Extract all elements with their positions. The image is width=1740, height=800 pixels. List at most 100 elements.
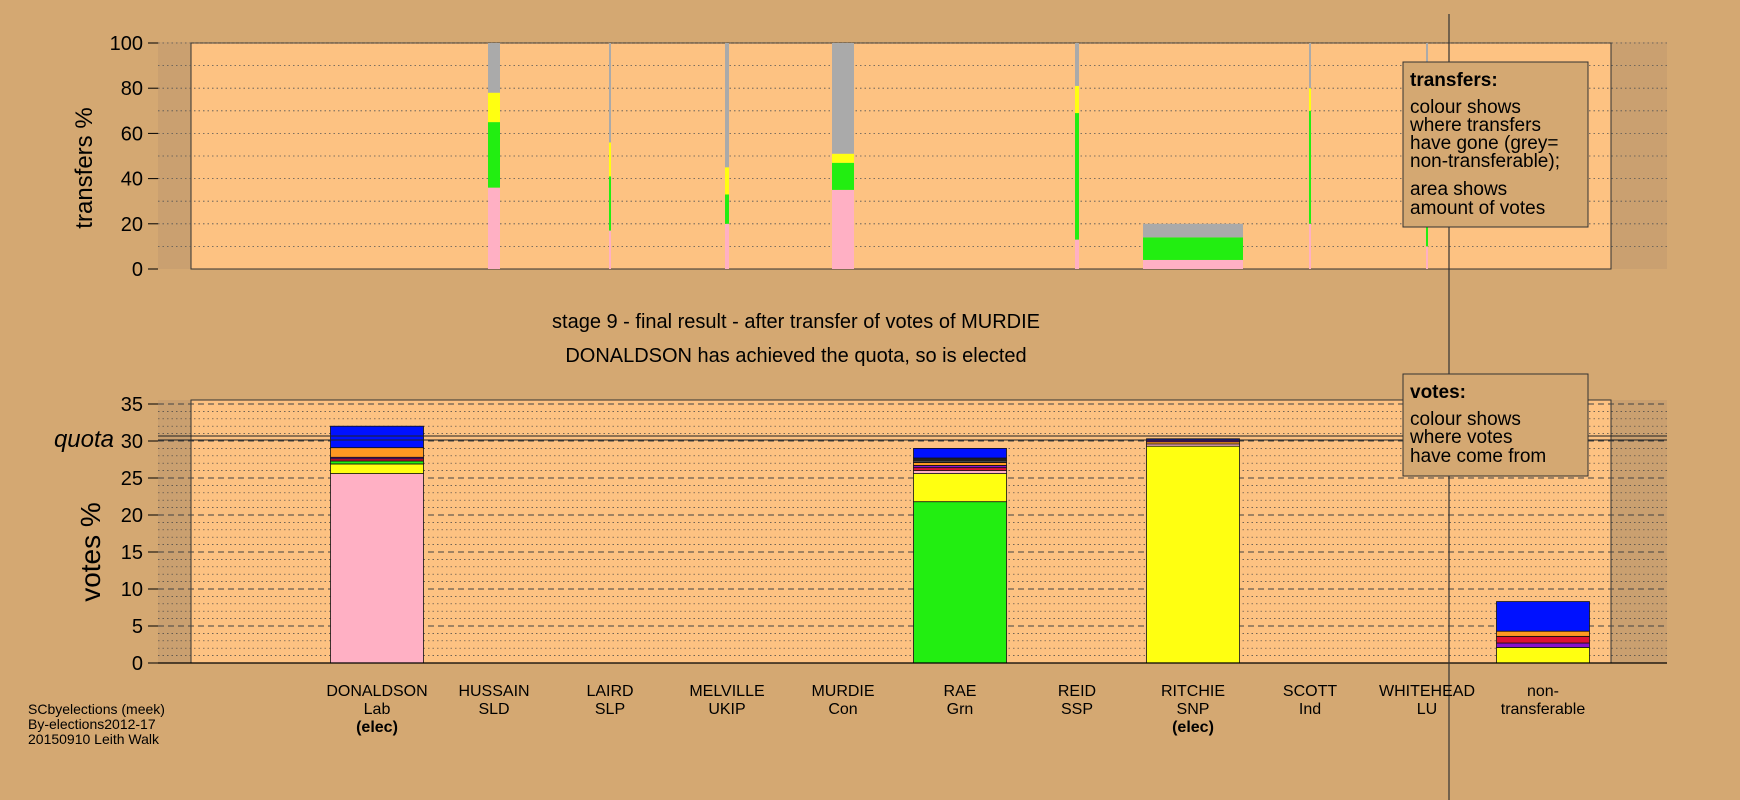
transfer-segment — [488, 122, 500, 188]
candidate-party: Grn — [947, 701, 974, 718]
candidate-name: RITCHIE — [1161, 683, 1225, 700]
vote-segment — [330, 447, 424, 458]
transfer-segment — [488, 92, 500, 123]
transfer-segment — [609, 230, 611, 269]
transfer-segment — [725, 167, 729, 195]
transfer-segment — [1143, 223, 1243, 238]
votes-legend: votes: colour shows where votes have com… — [1402, 373, 1589, 477]
bottom-y-tick-label: 35 — [121, 394, 143, 416]
vote-segment — [913, 470, 1007, 474]
top-y-tick-label: 60 — [121, 123, 143, 145]
vote-segment — [913, 467, 1007, 472]
vote-segment — [330, 425, 424, 449]
transfer-segment — [1143, 237, 1243, 260]
transfer-segment — [609, 142, 611, 177]
candidate-name: SCOTT — [1283, 683, 1337, 700]
transfer-segment — [1309, 43, 1311, 89]
vote-segment — [1146, 445, 1240, 664]
transfers-legend-title: transfers: — [1410, 70, 1498, 91]
bottom-plot-area — [190, 399, 1612, 664]
candidate-name: RAE — [944, 683, 977, 700]
transfers-legend: transfers: colour shows where transfers … — [1402, 61, 1589, 228]
nontransferable-label: non- — [1527, 683, 1559, 700]
transfers-legend-line: where transfers — [1409, 115, 1541, 136]
transfer-segment — [1309, 223, 1311, 269]
transfers-legend-line: area shows — [1410, 179, 1507, 200]
candidate-name: MELVILLE — [689, 683, 764, 700]
vote-segment — [330, 460, 424, 465]
transfer-segment — [832, 153, 854, 163]
transfer-segment — [832, 162, 854, 190]
transfer-segment — [1143, 259, 1243, 269]
vote-segment — [913, 462, 1007, 466]
bottom-y-tick-label: 10 — [121, 579, 143, 601]
footer-line: 20150910 Leith Walk — [28, 731, 160, 747]
top-transfer-bars — [488, 43, 1428, 269]
candidate-party: LU — [1417, 701, 1437, 718]
top-y-tick-label: 80 — [121, 78, 143, 100]
votes-legend-line: colour shows — [1410, 409, 1521, 430]
top-shade-right — [1611, 42, 1667, 269]
votes-legend-title: votes: — [1410, 382, 1466, 403]
transfer-segment — [609, 176, 611, 231]
transfers-legend-line: non-transferable); — [1410, 151, 1560, 172]
candidate-name: DONALDSON — [326, 683, 427, 700]
candidate-party: Con — [828, 701, 857, 718]
candidate-party: SLD — [478, 701, 509, 718]
candidate-party: Lab — [364, 701, 391, 718]
candidate-name: MURDIE — [811, 683, 874, 700]
candidate-party: Ind — [1299, 701, 1321, 718]
bottom-y-axis-ticks: 0 5 10 15 20 25 30 35 — [121, 394, 158, 675]
top-y-axis-label: transfers % — [71, 107, 98, 228]
candidate-status: (elec) — [356, 719, 398, 736]
votes-legend-line: where votes — [1409, 427, 1512, 448]
quota-label: quota — [54, 426, 114, 453]
election-status: DONALDSON has achieved the quota, so is … — [565, 345, 1026, 367]
transfer-segment — [725, 223, 729, 269]
stage-title: stage 9 - final result - after transfer … — [552, 311, 1040, 333]
top-shade-left — [158, 42, 191, 269]
transfer-segment — [1426, 246, 1428, 269]
bottom-y-tick-label: 0 — [132, 653, 143, 675]
transfer-segment — [609, 43, 611, 143]
vote-segment — [1496, 647, 1590, 664]
candidate-name: LAIRD — [586, 683, 633, 700]
bottom-shade-left — [158, 400, 191, 663]
transfer-segment — [1309, 110, 1311, 224]
vote-segment — [1496, 630, 1590, 637]
top-y-tick-label: 100 — [110, 33, 143, 55]
top-y-tick-label: 20 — [121, 214, 143, 236]
vote-segment — [1496, 601, 1590, 632]
vote-segment — [1496, 642, 1590, 648]
candidate-name: WHITEHEAD — [1379, 683, 1475, 700]
candidate-name: HUSSAIN — [458, 683, 529, 700]
transfer-segment — [1075, 113, 1079, 240]
transfers-legend-line: amount of votes — [1410, 198, 1545, 219]
bottom-shade-right — [1611, 400, 1667, 663]
bottom-y-tick-label: 25 — [121, 468, 143, 490]
bottom-y-tick-label: 20 — [121, 505, 143, 527]
candidate-party: SLP — [595, 701, 625, 718]
vote-segment — [913, 473, 1007, 503]
nontransferable-label: transferable — [1501, 701, 1586, 718]
top-y-tick-label: 40 — [121, 169, 143, 191]
transfer-segment — [1309, 88, 1311, 111]
bottom-vote-bars — [330, 425, 1590, 664]
bottom-y-tick-label: 5 — [132, 616, 143, 638]
transfers-legend-line: colour shows — [1410, 97, 1521, 118]
vote-segment — [330, 463, 424, 474]
footer-credits: SCbyelections (meek) By-elections2012-17… — [28, 701, 165, 747]
footer-line: SCbyelections (meek) — [28, 701, 165, 717]
candidate-party: UKIP — [708, 701, 745, 718]
transfer-segment — [488, 43, 500, 93]
votes-legend-line: have come from — [1410, 446, 1546, 467]
candidate-party: SNP — [1177, 701, 1210, 718]
candidate-labels: DONALDSONLab(elec)HUSSAINSLDLAIRDSLPMELV… — [326, 683, 1585, 736]
transfers-legend-line: have gone (grey= — [1410, 133, 1558, 154]
transfer-segment — [725, 43, 729, 168]
top-y-axis-ticks: 0 20 40 60 80 100 — [110, 33, 158, 281]
vote-segment — [1496, 635, 1590, 644]
candidate-status: (elec) — [1172, 719, 1214, 736]
transfer-segment — [1075, 43, 1079, 86]
